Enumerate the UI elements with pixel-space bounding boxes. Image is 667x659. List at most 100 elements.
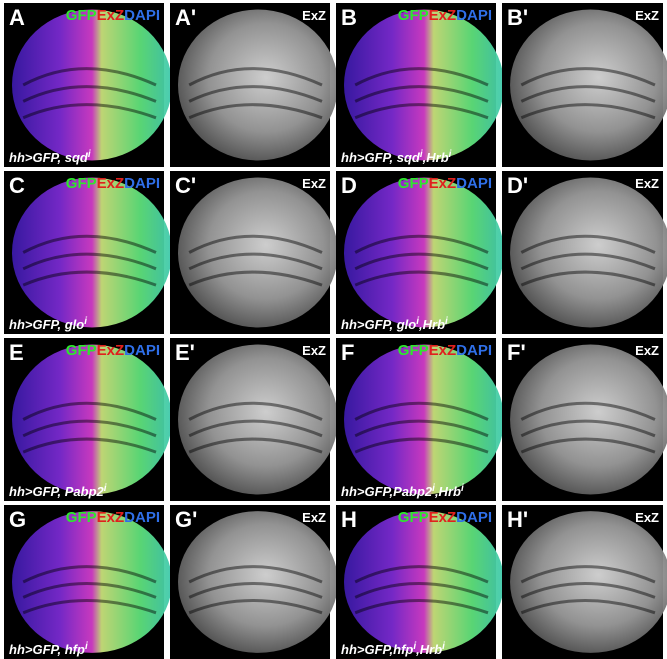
channel-label: ExZ — [635, 176, 659, 191]
panel-letter: H — [341, 507, 357, 532]
caption-part: hh>GFP, glo — [9, 317, 84, 332]
caption-part: i — [445, 316, 448, 327]
panel-letter: G' — [175, 507, 197, 532]
channel-label: ExZ — [97, 7, 125, 24]
channel-label: DAPI — [124, 175, 160, 192]
channel-label: GFP — [66, 509, 97, 526]
tissue — [510, 178, 667, 328]
tissue — [510, 10, 667, 161]
panel: G GFPExZDAPI hh>GFP, hfpi — [4, 505, 172, 659]
channel-labels: ExZ — [635, 176, 659, 191]
panel-letter: D — [341, 173, 357, 198]
figure: AGFPExZDAPIhh>GFP, sqdiA'ExZBGFPExZDAPIh… — [0, 0, 667, 659]
panel: B' ExZ — [502, 3, 667, 167]
tissue — [178, 10, 338, 161]
channel-labels: GFPExZDAPI — [398, 509, 492, 526]
caption-part: hh>GFP, hfp — [9, 642, 85, 657]
channel-label: ExZ — [302, 343, 326, 358]
panel-letter: G — [9, 507, 26, 532]
channel-labels: ExZ — [302, 8, 326, 23]
panel: E' ExZ — [170, 338, 338, 501]
panel: D' ExZ — [502, 171, 667, 334]
channel-label: DAPI — [124, 7, 160, 24]
panel-letter: B — [341, 5, 357, 30]
panel-letter: B' — [507, 5, 528, 30]
genotype-caption: hh>GFP,hfpi,Hrbi — [341, 641, 445, 658]
panel-letter: C' — [175, 173, 196, 198]
channel-labels: GFPExZDAPI — [398, 175, 492, 192]
tissue — [12, 511, 172, 653]
channel-label: GFP — [398, 175, 429, 192]
panel-letter: D' — [507, 173, 528, 198]
tissue — [510, 345, 667, 495]
panel-letter: H' — [507, 507, 528, 532]
tissue — [344, 345, 504, 495]
panel-letter: A — [9, 5, 25, 30]
channel-label: ExZ — [97, 175, 125, 192]
panel-letter: F' — [507, 340, 526, 365]
channel-label: DAPI — [124, 342, 160, 359]
channel-label: ExZ — [635, 343, 659, 358]
panel: A GFPExZDAPI hh>GFP, sqdi — [4, 3, 172, 167]
tissue — [178, 345, 338, 495]
channel-label: ExZ — [429, 7, 457, 24]
panel-letter: E' — [175, 340, 195, 365]
tissue — [12, 10, 172, 161]
genotype-caption: hh>GFP, sqdi,Hrbi — [341, 149, 452, 166]
channel-labels: ExZ — [302, 510, 326, 525]
genotype-caption: hh>GFP, gloi,Hrbi — [341, 316, 448, 333]
tissue — [12, 178, 172, 328]
caption-part: hh>GFP, sqd — [9, 150, 89, 165]
tissue — [510, 511, 667, 653]
channel-labels: GFPExZDAPI — [66, 509, 160, 526]
channel-label: GFP — [398, 7, 429, 24]
panel: F' ExZ — [502, 338, 667, 501]
channel-label: DAPI — [456, 7, 492, 24]
channel-label: GFP — [66, 342, 97, 359]
panel: H GFPExZDAPI hh>GFP,hfpi,Hrbi — [336, 505, 504, 659]
caption-part: i — [442, 641, 445, 652]
caption-part: ,Hrb — [418, 317, 445, 332]
channel-label: ExZ — [429, 175, 457, 192]
channel-label: GFP — [398, 509, 429, 526]
tissue — [178, 178, 338, 328]
caption-part: hh>GFP, Pabp2 — [9, 484, 105, 499]
genotype-caption: hh>GFP, hfpi — [9, 641, 88, 658]
channel-label: GFP — [66, 175, 97, 192]
channel-labels: ExZ — [635, 510, 659, 525]
genotype-caption: hh>GFP, gloi — [9, 316, 87, 333]
caption-part: hh>GFP, sqd — [341, 150, 421, 165]
channel-labels: GFPExZDAPI — [66, 7, 160, 24]
caption-part: i — [85, 641, 88, 652]
channel-label: ExZ — [302, 510, 326, 525]
channel-label: DAPI — [456, 509, 492, 526]
caption-part: i — [449, 149, 452, 160]
tissue — [344, 178, 504, 328]
tissue — [178, 511, 338, 653]
caption-part: ,Hrb — [434, 484, 461, 499]
panel: C' ExZ — [170, 171, 338, 334]
page: AGFPExZDAPIhh>GFP, sqdiA'ExZBGFPExZDAPIh… — [0, 0, 667, 659]
panel: FGFPExZDAPIhh>GFP,Pabp2i,Hrbi — [336, 338, 504, 501]
genotype-caption: hh>GFP,Pabp2i,Hrbi — [341, 483, 464, 500]
caption-part: i — [461, 483, 464, 494]
channel-label: GFP — [66, 7, 97, 24]
caption-part: ,Hrb — [422, 150, 449, 165]
channel-labels: ExZ — [302, 176, 326, 191]
caption-part: i — [88, 149, 91, 160]
tissue — [344, 10, 504, 161]
channel-label: ExZ — [302, 8, 326, 23]
channel-labels: GFPExZDAPI — [66, 175, 160, 192]
channel-labels: ExZ — [302, 343, 326, 358]
channel-labels: ExZ — [635, 8, 659, 23]
panel: C GFPExZDAPI hh>GFP, gloi — [4, 171, 172, 334]
panel-letter: C — [9, 173, 25, 198]
caption-part: hh>GFP, glo — [341, 317, 416, 332]
channel-label: DAPI — [456, 175, 492, 192]
channel-labels: GFPExZDAPI — [398, 342, 492, 359]
channel-label: GFP — [398, 342, 429, 359]
caption-part: ,Hrb — [415, 642, 442, 657]
channel-label: ExZ — [97, 509, 125, 526]
panel-letter: A' — [175, 5, 196, 30]
